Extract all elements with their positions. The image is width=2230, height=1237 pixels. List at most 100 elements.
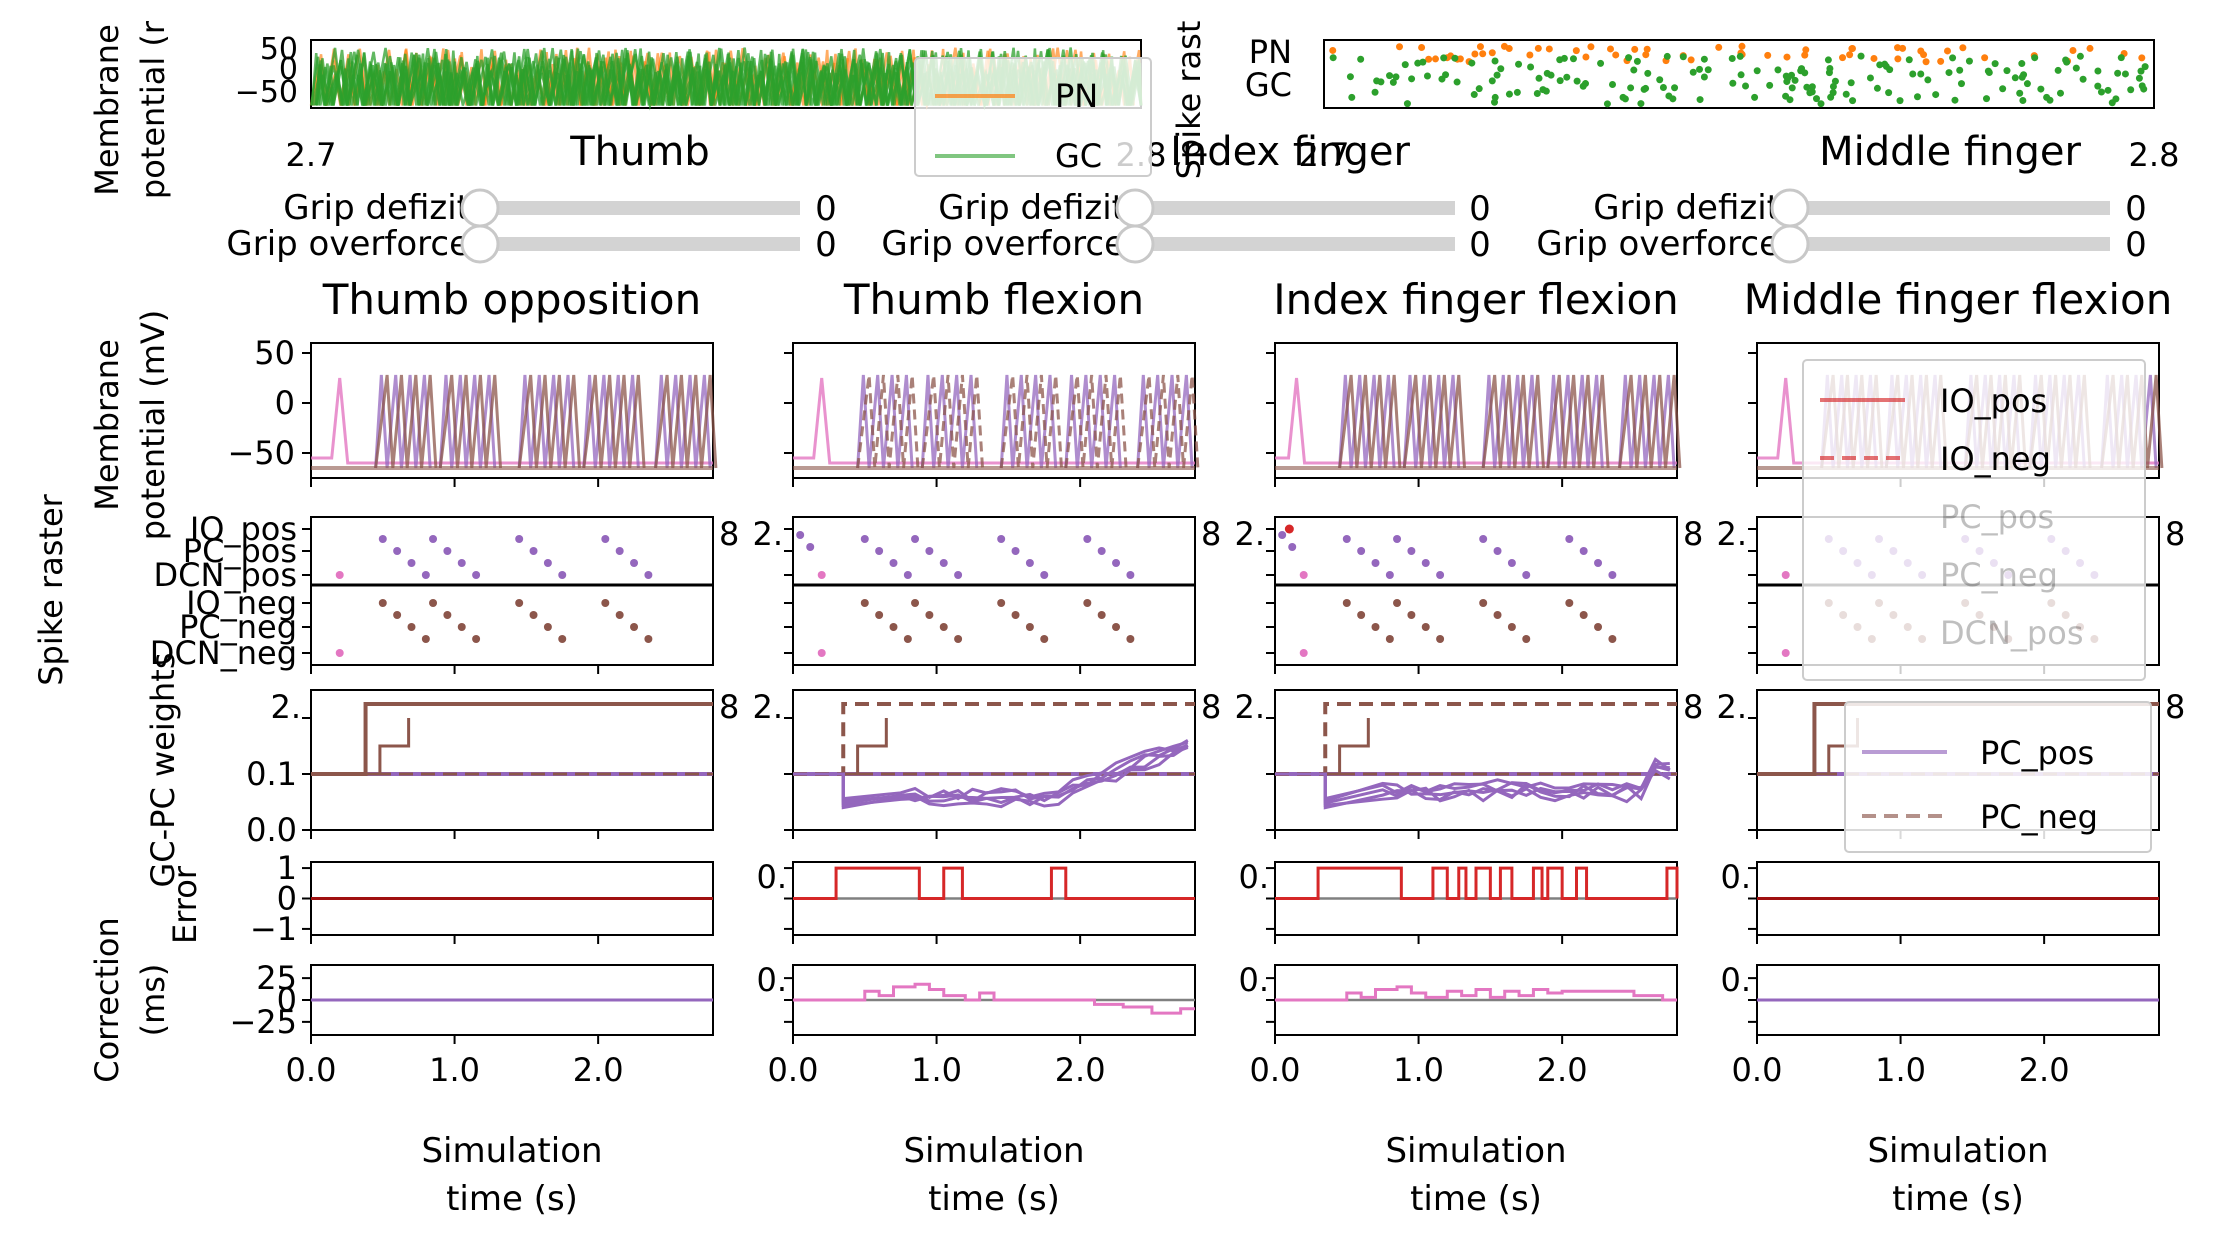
pc-neg-spike bbox=[903, 635, 912, 643]
pc-neg-spike bbox=[889, 623, 898, 631]
column-title: Thumb opposition bbox=[322, 275, 702, 324]
gc-spike bbox=[1704, 66, 1712, 74]
pc-neg-spike bbox=[939, 623, 948, 631]
top-membrane-ytick-minus50: −50 bbox=[235, 75, 298, 110]
gc-spike bbox=[2097, 88, 2105, 96]
membrane-ytick-label: −50 bbox=[227, 434, 295, 472]
pc-neg-spike bbox=[407, 623, 416, 631]
gc-spike bbox=[1751, 93, 1759, 101]
gc-spike bbox=[1728, 54, 1736, 62]
gc-spike bbox=[1956, 66, 1964, 74]
pc-neg-spike bbox=[443, 611, 452, 619]
pc-pos-spike bbox=[889, 559, 898, 567]
pc-pos-spike bbox=[543, 559, 552, 567]
overlap-tick-right: 8 bbox=[1683, 688, 1703, 726]
gc-spike bbox=[1913, 93, 1921, 101]
pc-pos-spike bbox=[1097, 547, 1106, 555]
legend-gc: GC bbox=[1055, 137, 1102, 175]
time-xtick-label: 2.0 bbox=[2019, 1051, 2070, 1089]
gc-spike bbox=[1797, 67, 1805, 75]
gc-spike bbox=[1866, 74, 1874, 82]
gc-spike bbox=[1965, 57, 1973, 65]
pc-neg-spike bbox=[1436, 635, 1445, 643]
gc-spike bbox=[1885, 89, 1893, 97]
pc-neg-spike bbox=[378, 599, 387, 607]
gc-spike bbox=[1603, 100, 1611, 108]
gc-spike bbox=[2054, 66, 2062, 74]
pc-neg-spike bbox=[472, 635, 481, 643]
error-ytick-label: 0 bbox=[277, 880, 297, 918]
grip-defizit-slider-knob[interactable] bbox=[1770, 188, 1810, 228]
gc-spike bbox=[1999, 85, 2007, 93]
gc-spike bbox=[1788, 84, 1796, 92]
gc-spike bbox=[2121, 70, 2129, 78]
xlabel-line1: Simulation bbox=[1867, 1131, 2048, 1171]
pc-pos-spike bbox=[939, 559, 948, 567]
gc-spike bbox=[1440, 54, 1448, 62]
gc-spike bbox=[2141, 63, 2149, 71]
raster-frame bbox=[310, 516, 714, 666]
pn-spike bbox=[1476, 43, 1484, 51]
raster-ylabel-outer: Spike raster bbox=[32, 493, 70, 685]
gc-spike bbox=[1696, 65, 1704, 73]
grip-defizit-slider-knob[interactable] bbox=[460, 188, 500, 228]
pc-pos-spike bbox=[1522, 571, 1531, 579]
error-trace bbox=[1275, 866, 1679, 900]
gc-spike bbox=[1637, 100, 1645, 108]
top-raster-xtick-end: 2.8 bbox=[2129, 136, 2180, 174]
gc-spike bbox=[1556, 56, 1564, 64]
gc-spike bbox=[1597, 59, 1605, 67]
gc-spike bbox=[1569, 55, 1577, 63]
raster-ytick-label: PC_neg bbox=[179, 608, 297, 646]
gc-spike bbox=[1542, 87, 1550, 95]
pc-neg-spike bbox=[1342, 599, 1351, 607]
grip-overforce-slider-knob[interactable] bbox=[460, 224, 500, 264]
pn-spike bbox=[1894, 55, 1902, 63]
column-titles: Thumb opposition Thumb flexion Index finge… bbox=[322, 275, 2173, 324]
gc-spike bbox=[1817, 100, 1825, 108]
pc-pos-spike bbox=[429, 535, 438, 543]
pc-pos-spike bbox=[529, 547, 538, 555]
gc-spike bbox=[2046, 96, 2054, 104]
overlap-tick-left: 2. bbox=[752, 515, 783, 553]
top-raster-frame bbox=[1323, 39, 2155, 109]
gc-spike bbox=[1700, 55, 1708, 63]
gc-spike bbox=[1932, 91, 1940, 99]
xlabel-line2: time (s) bbox=[928, 1179, 1060, 1219]
pc-pos-spike bbox=[1357, 547, 1366, 555]
pc-pos-spike bbox=[1083, 535, 1092, 543]
pn-spike bbox=[1783, 53, 1791, 61]
gc-spike bbox=[1788, 71, 1796, 79]
time-xtick-label: 1.0 bbox=[911, 1051, 962, 1089]
grip-overforce-slider-track bbox=[1135, 237, 1455, 251]
column-1: 50 0 −50 IO_posPC_posDCN_posIO_negPC_negDCN… bbox=[150, 334, 740, 1219]
pc-pos-weight-trace bbox=[1275, 761, 1670, 801]
pn-spike bbox=[1764, 51, 1772, 59]
gc-spike bbox=[1679, 53, 1687, 61]
grip-defizit-slider-knob[interactable] bbox=[1115, 188, 1155, 228]
pc-neg-weight bbox=[1275, 702, 1677, 776]
pc-pos-spike bbox=[1594, 559, 1603, 567]
pc-pos-spike bbox=[954, 571, 963, 579]
overlap-tick-left: 2. bbox=[1234, 515, 1265, 553]
pn-spike bbox=[1587, 43, 1595, 51]
pc-neg-spike bbox=[529, 611, 538, 619]
pn-spike bbox=[1802, 46, 1810, 54]
gc-spike bbox=[1513, 88, 1521, 96]
gc-spike bbox=[1766, 81, 1774, 89]
gc-spike bbox=[1737, 71, 1745, 79]
pc-pos-spike bbox=[1011, 547, 1020, 555]
xlabel-line2: time (s) bbox=[446, 1179, 578, 1219]
pc-neg-spike bbox=[1040, 635, 1049, 643]
grip-overforce-slider-knob[interactable] bbox=[1770, 224, 1810, 264]
gc-spike bbox=[1825, 69, 1833, 77]
gc-spike bbox=[2056, 89, 2064, 97]
time-xtick-label: 0.0 bbox=[1250, 1051, 1301, 1089]
pc-neg-spike bbox=[421, 635, 430, 643]
pc-pos-spike bbox=[1436, 571, 1445, 579]
pn-spike bbox=[1981, 54, 1989, 62]
gc-spike bbox=[1627, 84, 1635, 92]
correction-ytick-label: 25 bbox=[256, 959, 297, 997]
pc-pos-spike bbox=[1565, 535, 1574, 543]
grip-overforce-slider-knob[interactable] bbox=[1115, 224, 1155, 264]
